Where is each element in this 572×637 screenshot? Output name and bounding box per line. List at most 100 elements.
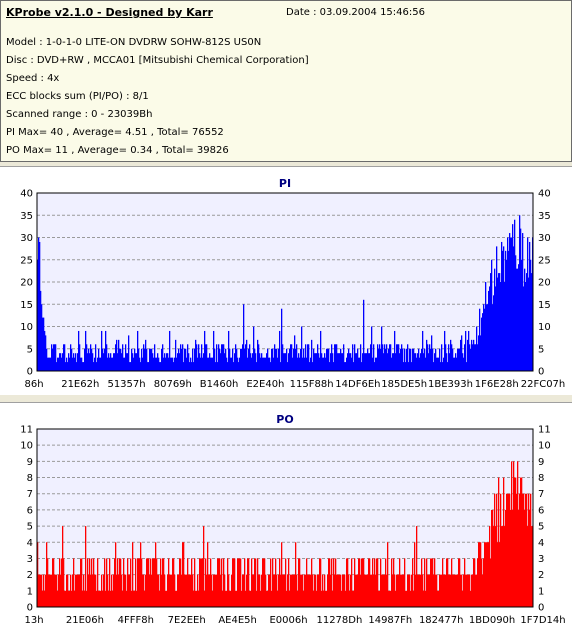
pi-bar [96,362,98,371]
po-bar [437,590,439,607]
po-bar [468,574,470,607]
po-bar [85,526,87,607]
pi-bar [409,348,411,371]
po-bar [531,526,533,607]
po-bar [95,574,97,607]
pi-bar [510,237,512,371]
pi-bar [226,357,228,371]
pi-bar [151,348,153,371]
pi-bar [206,344,208,371]
pi-bar [211,357,213,371]
po-bar [302,574,304,607]
pi-bar [317,344,319,371]
po-bar [494,493,496,607]
pi-bar [439,348,441,371]
pi-bar [267,348,269,371]
po-bar [496,493,498,607]
po-bar [99,590,101,607]
pi-bar [148,362,150,371]
po-bar [80,558,82,607]
po-bar [354,558,356,607]
pi-bar [498,273,500,371]
po-bar [297,590,299,607]
pi-bar [90,344,92,371]
po-bar [529,509,531,607]
po-bar [487,542,489,607]
pi-bar [185,348,187,371]
po-bar [348,574,350,607]
pi-bar [459,348,461,371]
po-bar [340,574,342,607]
po-bar [122,590,124,607]
po-bar [231,574,233,607]
pi-bar [371,326,373,371]
pi-bar [149,348,151,371]
po-bar [424,558,426,607]
pi-bar [404,348,406,371]
pi-bar [86,344,88,371]
po-bar [43,574,45,607]
po-bars [37,461,534,607]
po-bar [149,574,151,607]
po-bar [51,574,53,607]
po-ytick-right: 2 [538,570,544,581]
pi-bar [186,357,188,371]
po-bar [107,574,109,607]
po-bar [64,590,66,607]
po-bar [373,574,375,607]
pi-bar [124,357,126,371]
po-bar [520,477,522,607]
po-bar [324,574,326,607]
po-bar [320,558,322,607]
pi-bar [37,259,39,371]
pi-bar [287,362,289,371]
pi-bar [451,344,453,371]
pi-bar [500,282,502,371]
po-bar [170,574,172,607]
po-bar [495,526,497,607]
po-bar [106,558,108,607]
pi-bar [529,241,531,371]
pi-bar [284,353,286,371]
po-bar [294,574,296,607]
pi-bar [490,273,492,371]
po-bar [345,590,347,607]
po-bar [331,558,333,607]
po-bar [370,574,372,607]
po-bar [280,574,282,607]
pi-bar [329,362,331,371]
pi-bar [262,357,264,371]
po-bar [188,574,190,607]
po-ytick-right: 10 [538,441,551,452]
pi-bar [355,353,357,371]
pi-bar [418,348,420,371]
po-bar [499,542,501,607]
pi-ytick-right: 5 [538,344,544,355]
pi-bar [104,348,106,371]
po-bar [385,558,387,607]
pi-bar [471,339,473,371]
pi-bar [309,362,311,371]
po-bar [427,574,429,607]
pi-bar [157,353,159,371]
po-bar [57,590,59,607]
pi-bar [280,362,282,371]
po-bar [198,590,200,607]
pi-bar [348,348,350,371]
po-bar [235,590,237,607]
pi-bar [368,353,370,371]
pi-bar [400,348,402,371]
pi-bar [453,357,455,371]
po-bar [418,574,420,607]
pi-bar [403,362,405,371]
po-bar [510,509,512,607]
pi-bar [327,348,329,371]
pi-bar [462,353,464,371]
po-bar [191,558,193,607]
po-bar [441,574,443,607]
po-bar [458,558,460,607]
po-bar [469,574,471,607]
po-xtick-label: 7E2EEh [168,615,206,626]
pi-bar [196,344,198,371]
po-bar [126,590,128,607]
